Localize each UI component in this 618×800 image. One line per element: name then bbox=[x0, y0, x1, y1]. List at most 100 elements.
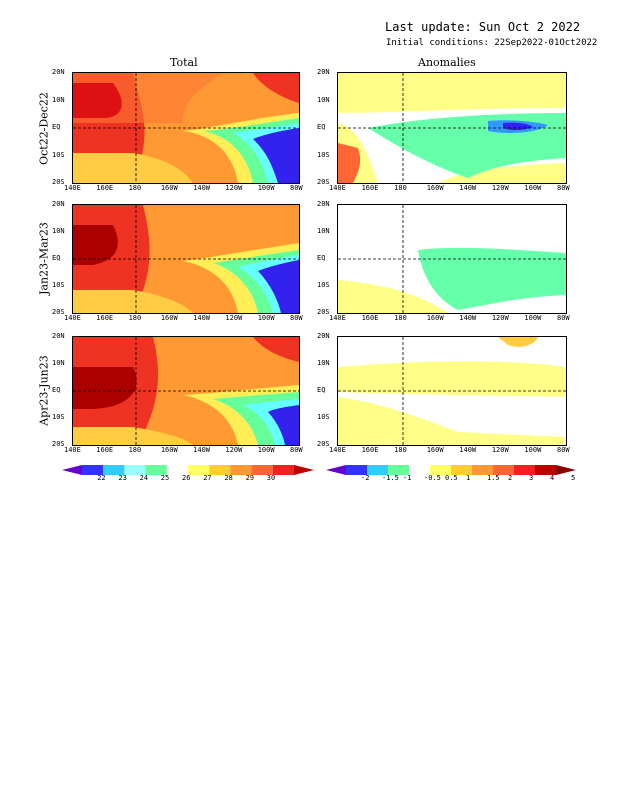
lon-tick-label: 160W bbox=[160, 314, 178, 322]
colorbar-swatch bbox=[367, 465, 388, 475]
colorbar-tick-label: -1 bbox=[403, 474, 412, 482]
lat-tick-label: 20S bbox=[52, 308, 65, 316]
lon-tick-label: 120W bbox=[491, 314, 509, 322]
lon-tick-label: 100W bbox=[257, 314, 275, 322]
colorbar-tick-label: 0.5 bbox=[445, 474, 458, 482]
lat-tick-label: 20N bbox=[52, 68, 65, 76]
colorbar-tick-label: 1.5 bbox=[487, 474, 500, 482]
row-label-1: Oct22-Dec22 bbox=[37, 92, 51, 165]
colorbar-swatch bbox=[535, 465, 556, 475]
colorbar-swatch bbox=[409, 465, 430, 475]
anom-map-row2 bbox=[337, 204, 567, 314]
total-map-row2 bbox=[72, 204, 300, 314]
lat-tick-label: EQ bbox=[317, 123, 326, 131]
total-colorbar bbox=[62, 465, 314, 475]
colorbar-swatch bbox=[103, 465, 125, 475]
lat-tick-label: EQ bbox=[317, 386, 326, 394]
lon-tick-label: 100W bbox=[524, 446, 542, 454]
row-label-2: Jan23-Mar23 bbox=[37, 222, 51, 295]
lon-tick-label: 120W bbox=[491, 184, 509, 192]
lon-tick-label: 140W bbox=[193, 184, 210, 192]
colorbar-swatch bbox=[166, 465, 188, 475]
lon-tick-label: 80W bbox=[290, 184, 303, 192]
lon-tick-label: 160W bbox=[426, 446, 444, 454]
row-label-3: Apr23-Jun23 bbox=[37, 355, 51, 426]
colorbar-tick-label: 27 bbox=[203, 474, 212, 482]
lon-tick-label: 140E bbox=[329, 184, 346, 192]
colorbar-tick-label: -0.5 bbox=[424, 474, 441, 482]
lon-tick-label: 160E bbox=[96, 314, 114, 322]
anomalies-colorbar bbox=[326, 465, 576, 475]
lon-tick-label: 100W bbox=[524, 184, 542, 192]
lon-tick-label: 180 bbox=[394, 446, 407, 454]
lon-tick-label: 180 bbox=[394, 314, 407, 322]
colorbar-tick-label: 28 bbox=[224, 474, 233, 482]
colorbar-tick-label: -2 bbox=[361, 474, 370, 482]
colorbar-swatch bbox=[230, 465, 252, 475]
colorbar-swatch bbox=[451, 465, 472, 475]
colorbar-tick-label: 25 bbox=[160, 474, 170, 482]
lon-tick-label: 160W bbox=[426, 184, 444, 192]
anom-map-row2-svg bbox=[338, 205, 566, 313]
lat-tick-label: 20S bbox=[317, 440, 330, 448]
lat-tick-label: 20N bbox=[317, 68, 330, 76]
lon-tick-label: 140W bbox=[459, 184, 477, 192]
colorbar-swatch bbox=[62, 465, 82, 475]
lon-tick-label: 160W bbox=[160, 184, 178, 192]
lat-tick-label: 20S bbox=[317, 308, 330, 316]
colorbar-tick-label: 24 bbox=[139, 474, 149, 482]
colorbar-swatch bbox=[188, 465, 210, 475]
lon-tick-label: 160E bbox=[361, 184, 379, 192]
lat-tick-label: 10N bbox=[317, 227, 330, 235]
lat-tick-label: 10N bbox=[52, 227, 65, 235]
lat-tick-label: EQ bbox=[52, 254, 61, 262]
lon-tick-label: 160W bbox=[160, 446, 178, 454]
lat-tick-label: 20N bbox=[52, 200, 65, 208]
lon-tick-label: 140W bbox=[193, 446, 210, 454]
lat-tick-label: 20S bbox=[52, 178, 65, 186]
colorbar-swatch bbox=[514, 465, 535, 475]
lat-tick-label: EQ bbox=[52, 123, 61, 131]
lat-tick-label: EQ bbox=[52, 386, 61, 394]
lat-tick-label: 20S bbox=[52, 440, 65, 448]
lon-tick-label: 180 bbox=[128, 314, 142, 322]
lon-tick-label: 180 bbox=[128, 446, 142, 454]
colorbar-tick-label: 29 bbox=[245, 474, 255, 482]
lon-tick-label: 140E bbox=[329, 446, 346, 454]
colorbar-swatch bbox=[82, 465, 104, 475]
lon-tick-label: 100W bbox=[257, 184, 275, 192]
colorbar-tick-label: -1.5 bbox=[382, 474, 399, 482]
lat-tick-label: 10S bbox=[52, 150, 65, 159]
total-map-row2-svg bbox=[73, 205, 299, 313]
lon-tick-label: 80W bbox=[557, 184, 570, 192]
lat-tick-label: 10N bbox=[317, 95, 330, 104]
total-map-row1-svg bbox=[73, 73, 299, 183]
lon-tick-label: 180 bbox=[394, 184, 407, 192]
anom-map-row3 bbox=[337, 336, 567, 446]
lon-tick-label: 160E bbox=[96, 446, 114, 454]
lon-tick-label: 80W bbox=[290, 446, 303, 454]
lat-tick-label: 20N bbox=[317, 332, 330, 340]
colorbar-tick-label: 4 bbox=[550, 474, 555, 482]
colorbar-tick-label: 2 bbox=[508, 474, 513, 482]
lat-tick-label: EQ bbox=[317, 254, 326, 262]
lat-tick-label: 20N bbox=[317, 200, 330, 208]
colorbar-swatch bbox=[124, 465, 146, 475]
lon-tick-label: 100W bbox=[257, 446, 275, 454]
colorbar-swatch bbox=[251, 465, 273, 475]
lon-tick-label: 140E bbox=[64, 184, 81, 192]
colorbar-tick-label: 30 bbox=[266, 474, 276, 482]
last-update-text: Last update: Sun Oct 2 2022 bbox=[385, 20, 581, 34]
colorbar-swatch bbox=[326, 465, 346, 475]
colorbar-swatch bbox=[472, 465, 493, 475]
lat-tick-label: 10N bbox=[52, 359, 65, 367]
lat-tick-label: 10S bbox=[52, 413, 65, 421]
lon-tick-label: 80W bbox=[557, 446, 570, 454]
lat-tick-label: 20S bbox=[317, 178, 330, 186]
total-map-row1 bbox=[72, 72, 300, 184]
lon-tick-label: 120W bbox=[225, 314, 243, 322]
lat-tick-label: 10N bbox=[52, 95, 65, 104]
lat-tick-label: 10S bbox=[317, 413, 330, 421]
lon-tick-label: 80W bbox=[557, 314, 570, 322]
lat-tick-label: 20N bbox=[52, 332, 65, 340]
